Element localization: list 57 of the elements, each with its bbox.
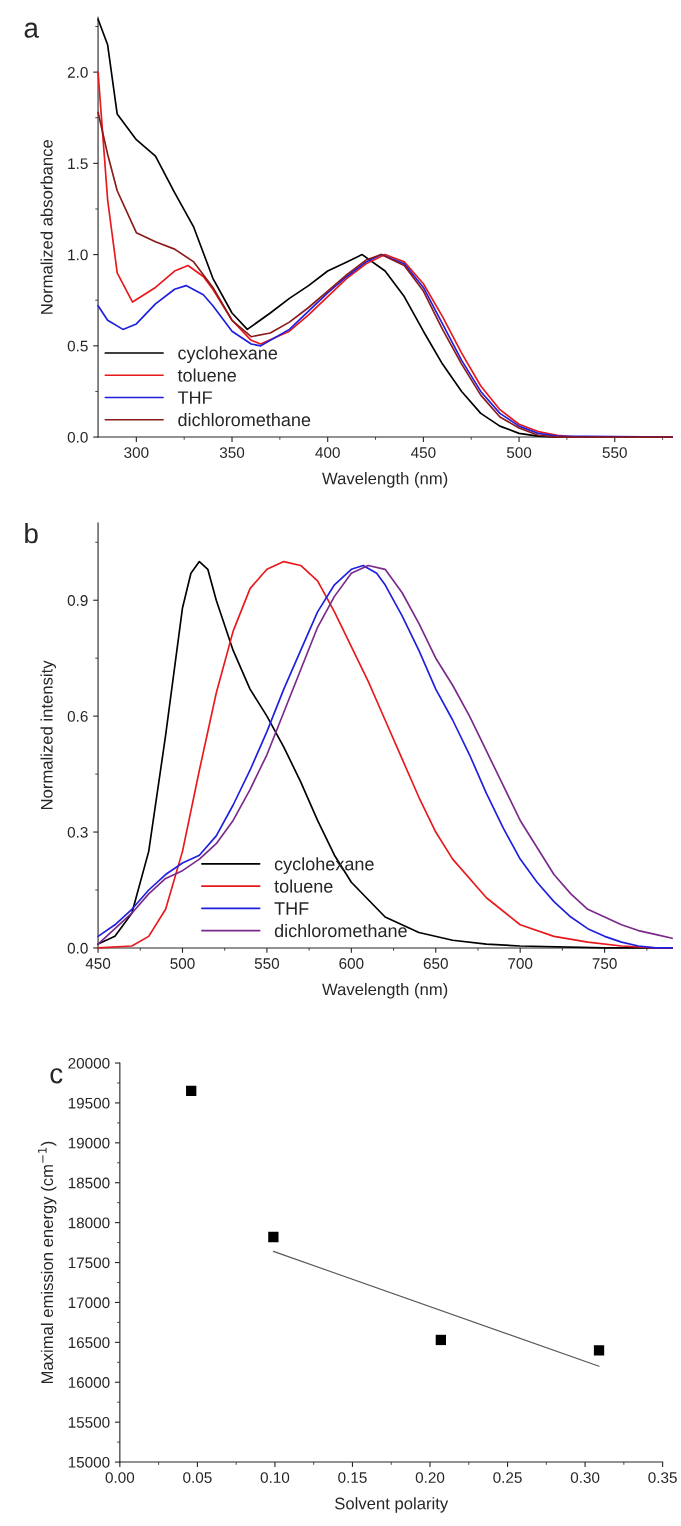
x-tick-label: 0.25 — [493, 1472, 522, 1483]
legend-label: THF — [274, 902, 309, 915]
x-tick-label: 550 — [254, 958, 280, 969]
chart-title: c — [50, 1068, 63, 1084]
y-tick-label: 18000 — [68, 1217, 110, 1229]
x-tick-label: 500 — [506, 447, 532, 458]
x-tick-label: 500 — [170, 958, 195, 969]
y-tick-label: 15000 — [68, 1456, 110, 1468]
x-tick-label: 550 — [602, 447, 627, 458]
x-axis-title: Solvent polarity — [335, 1497, 449, 1513]
point — [593, 1345, 605, 1356]
x-tick-label: 300 — [124, 447, 149, 458]
point — [435, 1334, 447, 1346]
y-tick-label: 1.5 — [68, 158, 88, 170]
x-tick-label: 700 — [508, 958, 533, 969]
y-tick-label: 16000 — [68, 1377, 110, 1388]
x-tick-label: 600 — [339, 958, 364, 969]
y-axis-title: Normalized intensity — [40, 660, 56, 810]
y-axis-title: Maximal emission energy (cm$^{−1}$) — [38, 1141, 57, 1384]
y-tick-label: 1.0 — [68, 249, 88, 261]
y-tick-label: 0.0 — [67, 942, 88, 954]
legend-label: toluene — [274, 879, 333, 893]
y-tick-label: 19500 — [68, 1097, 110, 1109]
y-tick-label: 2.0 — [67, 67, 88, 78]
y-tick-label: 0.0 — [67, 431, 88, 443]
y-tick-label: 0.5 — [67, 340, 88, 352]
x-tick-label: 350 — [219, 447, 245, 458]
y-tick-label: 0.9 — [67, 595, 88, 606]
x-tick-label: 0.05 — [183, 1472, 212, 1483]
legend-label: dichloromethane — [274, 923, 407, 938]
chart-title: a — [24, 22, 39, 38]
y-tick-label: 20000 — [68, 1057, 110, 1069]
x-tick-label: 0.15 — [338, 1472, 367, 1483]
y-tick-label: 19000 — [68, 1137, 110, 1149]
x-tick-label: 0.20 — [415, 1472, 445, 1483]
x-tick-label: 0.30 — [570, 1472, 600, 1483]
x-tick-label: 0.00 — [105, 1472, 135, 1483]
x-tick-label: 750 — [592, 958, 617, 969]
x-axis-title: Wavelength (nm) — [322, 983, 448, 999]
x-tick-label: 0.35 — [648, 1472, 677, 1483]
y-tick-label: 17000 — [68, 1297, 110, 1309]
y-axis-title: Normalized absorbance — [40, 139, 53, 314]
y-tick-label: 17500 — [68, 1257, 110, 1269]
x-tick-label: 0.10 — [260, 1472, 290, 1483]
x-axis-title: Wavelength (nm) — [322, 472, 448, 488]
x-tick-label: 450 — [85, 958, 111, 969]
y-tick-label: 16500 — [68, 1337, 110, 1349]
x-tick-label: 450 — [410, 447, 436, 458]
point — [186, 1085, 197, 1097]
y-tick-label: 15500 — [68, 1417, 110, 1428]
y-tick-label: 18500 — [68, 1177, 110, 1189]
x-tick-label: 650 — [423, 958, 448, 969]
chart-title: b — [25, 522, 38, 544]
y-tick-label: 0.6 — [67, 711, 88, 722]
point — [268, 1231, 279, 1243]
x-tick-label: 400 — [315, 447, 340, 458]
y-tick-label: 0.3 — [67, 826, 88, 838]
